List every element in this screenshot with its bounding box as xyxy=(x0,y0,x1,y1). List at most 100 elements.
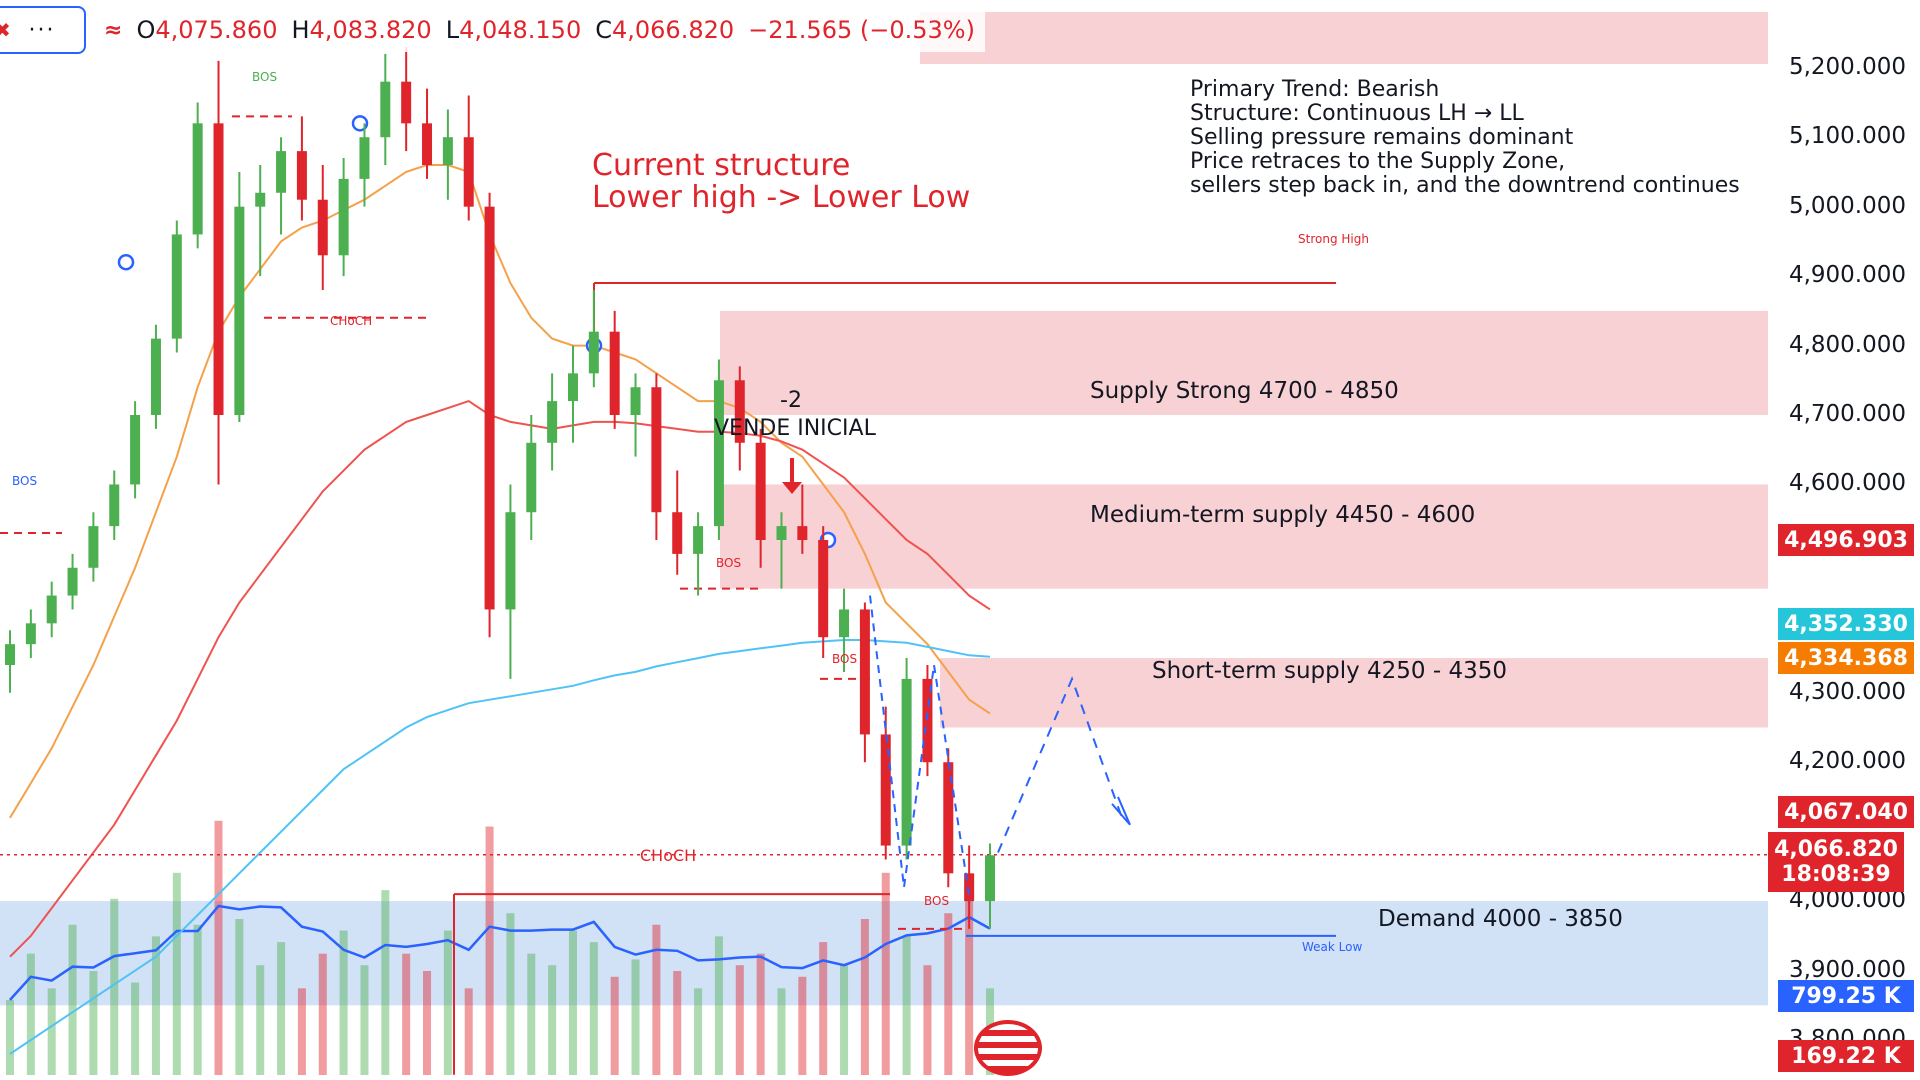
swing-path-line xyxy=(869,595,971,902)
candle-body xyxy=(109,484,120,527)
volume-bar xyxy=(965,895,974,1075)
candle-body xyxy=(67,567,78,596)
candle-body xyxy=(380,81,391,138)
candle-body xyxy=(567,373,578,402)
ema-fast-price-tag: 4,334.368 xyxy=(1778,642,1914,674)
structure-title-line2: Lower high -> Lower Low xyxy=(592,180,971,215)
volume-bar xyxy=(131,982,140,1075)
note-line: Structure: Continuous LH → LL xyxy=(1190,101,1524,126)
top-supply-zone xyxy=(920,12,1768,64)
candle-body xyxy=(359,137,370,179)
candle-body xyxy=(755,442,766,540)
legend-menu-button[interactable]: ✖ ··· xyxy=(0,6,86,54)
y-axis-tick-label: 5,200.000 xyxy=(1788,53,1906,80)
zones-layer xyxy=(0,12,1768,1006)
candle-body xyxy=(88,526,99,568)
candle-body xyxy=(526,442,537,513)
volume-bar xyxy=(673,971,682,1075)
candle-body xyxy=(255,192,266,207)
last-price-tag: 4,066.820 18:08:39 xyxy=(1768,832,1904,892)
y-axis-tick-label: 4,300.000 xyxy=(1788,678,1906,705)
y-axis-tick-label: 4,900.000 xyxy=(1788,262,1906,289)
volume-bar xyxy=(589,942,598,1075)
volume-bar xyxy=(443,930,452,1075)
countdown-value: 18:08:39 xyxy=(1781,862,1891,887)
volume-bar xyxy=(652,924,661,1075)
change-value: −21.565 (−0.53%) xyxy=(748,16,975,44)
volume-bar xyxy=(548,965,557,1075)
volume-bar xyxy=(506,913,515,1075)
volume-bar xyxy=(756,953,765,1075)
volume-bar xyxy=(214,820,223,1075)
note-line: Selling pressure remains dominant xyxy=(1190,125,1574,150)
y-axis-tick-label: 3,900.000 xyxy=(1788,956,1906,983)
zone-label-medium-supply: Medium-term supply 4450 - 4600 xyxy=(1090,502,1476,528)
projection-path xyxy=(869,595,1131,902)
signal-circle-marker xyxy=(117,253,135,271)
close-icon[interactable]: ✖ xyxy=(0,18,13,42)
volume-bar xyxy=(464,988,473,1075)
candle-body xyxy=(943,762,954,874)
candle-body xyxy=(422,123,433,165)
candle-body xyxy=(609,331,620,415)
zone-label-short-supply: Short-term supply 4250 - 4350 xyxy=(1152,658,1508,684)
volume-bar xyxy=(610,976,619,1075)
note-line: sellers step back in, and the downtrend … xyxy=(1190,173,1740,198)
candle-body xyxy=(588,331,599,374)
ema-fast-line xyxy=(9,164,991,819)
candle-body xyxy=(672,512,683,554)
candle-body xyxy=(442,137,453,165)
volume-bar xyxy=(881,872,890,1075)
volume-bar xyxy=(902,936,911,1075)
volume-bar xyxy=(172,872,181,1075)
zone-label-demand: Demand 4000 - 3850 xyxy=(1378,906,1623,932)
sell-arrow-icon xyxy=(782,458,802,494)
open-value: O4,075.860 xyxy=(136,16,278,44)
zone-label-supply-strong: Supply Strong 4700 - 4850 xyxy=(1090,378,1399,404)
volume-bar xyxy=(840,965,849,1075)
strong-high-label: Strong High xyxy=(1298,232,1369,246)
last-price-value: 4,066.820 xyxy=(1774,837,1898,862)
low-value: L4,048.150 xyxy=(445,16,582,44)
candle-body xyxy=(5,644,15,665)
analysis-notes: Primary Trend: Bearish Structure: Contin… xyxy=(1190,78,1740,198)
candle-body xyxy=(797,526,808,540)
entry-label: VENDE INICIAL xyxy=(714,416,876,441)
note-line: Price retraces to the Supply Zone, xyxy=(1190,149,1566,174)
candle-body xyxy=(713,380,724,527)
moving-averages xyxy=(9,164,991,1055)
bos-label: BOS xyxy=(832,652,858,666)
high-value: H4,083.820 xyxy=(291,16,432,44)
volume-tag: 169.22 K xyxy=(1778,1040,1914,1072)
candle-body xyxy=(276,151,287,193)
candle-body xyxy=(630,387,641,415)
candle-body xyxy=(296,151,307,200)
volume-bar xyxy=(819,942,828,1075)
candle-body xyxy=(317,199,328,256)
ema-slow-line xyxy=(9,399,991,958)
volume-bar xyxy=(235,919,244,1075)
wave-icon[interactable]: ≈ xyxy=(104,17,123,43)
structure-title-line1: Current structure xyxy=(592,148,851,183)
candle-body xyxy=(547,401,558,443)
y-axis-tick-label: 4,200.000 xyxy=(1788,748,1906,775)
projection-line xyxy=(997,676,1123,853)
ema-long-price-tag: 4,352.330 xyxy=(1778,608,1914,640)
candle-body xyxy=(130,415,141,485)
volume-bar xyxy=(89,971,98,1075)
candle-body xyxy=(922,678,933,763)
y-axis-tick-label: 4,800.000 xyxy=(1788,331,1906,358)
candle-body xyxy=(985,855,995,902)
ema-long-line xyxy=(9,639,991,1055)
flag-icon[interactable] xyxy=(974,1020,1042,1076)
candle-body xyxy=(839,609,850,638)
volume-bar xyxy=(360,965,369,1075)
volume-bar xyxy=(568,930,577,1075)
candle-body xyxy=(734,380,745,443)
y-axis-tick-label: 5,000.000 xyxy=(1788,192,1906,219)
volume-bar xyxy=(944,913,953,1075)
candle-body xyxy=(192,123,203,235)
ohlc-legend: ✖ ··· ≈ O4,075.860 H4,083.820 L4,048.150… xyxy=(0,6,985,54)
candle-body xyxy=(505,512,516,610)
